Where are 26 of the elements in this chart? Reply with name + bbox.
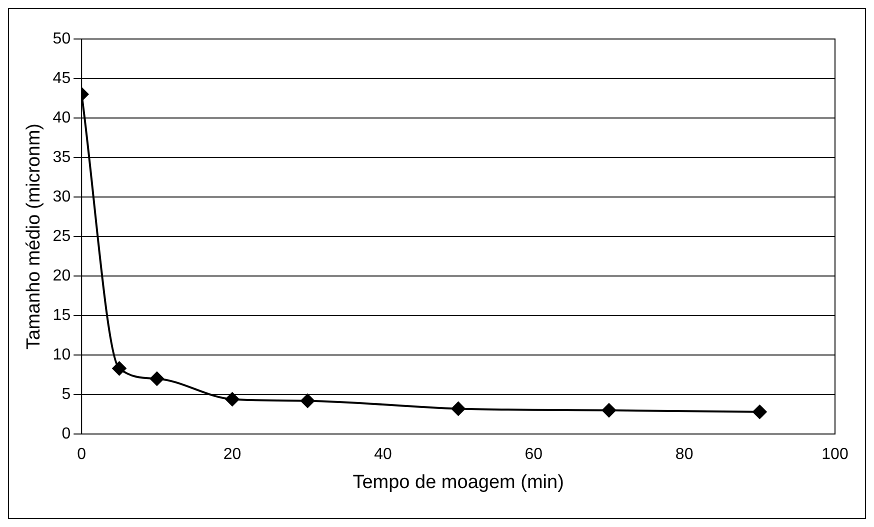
y-tick-label: 5 xyxy=(62,386,71,403)
point xyxy=(451,402,466,416)
y-tick-label: 50 xyxy=(52,30,71,48)
x-tick-label: 20 xyxy=(223,446,242,464)
x-tick-label: 100 xyxy=(822,446,848,464)
point xyxy=(112,361,126,376)
x-tick-label: 40 xyxy=(374,446,392,464)
x-tick-label: 80 xyxy=(675,446,694,464)
y-tick-label: 35 xyxy=(52,148,71,166)
x-axis-title: Tempo de moagem (min) xyxy=(352,472,564,493)
point xyxy=(300,394,315,408)
x-tick-label: 60 xyxy=(524,446,543,464)
y-tick-label: 10 xyxy=(52,346,71,364)
x-tick-label: 0 xyxy=(77,446,86,464)
y-tick-label: 40 xyxy=(52,109,71,126)
y-tick-label: 0 xyxy=(62,425,71,442)
point xyxy=(602,403,616,418)
point xyxy=(752,404,767,419)
y-tick-label: 15 xyxy=(52,306,71,324)
y-tick-label: 30 xyxy=(52,188,71,206)
y-tick-label: 20 xyxy=(52,267,71,284)
point xyxy=(225,392,240,406)
y-tick-label: 25 xyxy=(52,228,71,245)
y-axis-title: Tamanho médio (micronm) xyxy=(24,124,45,350)
y-tick-label: 45 xyxy=(52,70,71,87)
point xyxy=(150,372,164,386)
